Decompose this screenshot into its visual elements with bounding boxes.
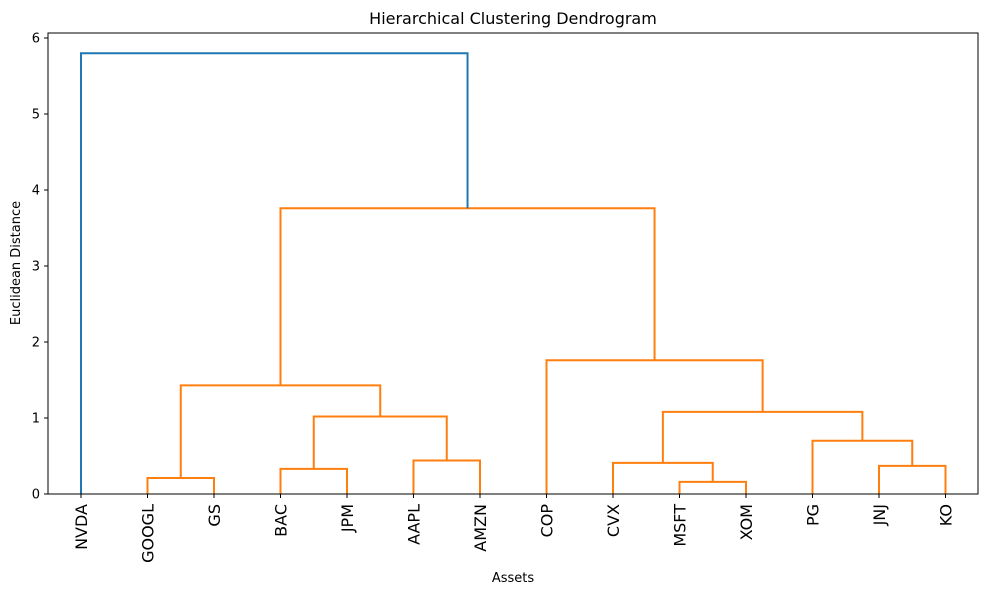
- dendrogram-links: [80, 52, 947, 494]
- dendrogram-link-12: [80, 52, 469, 494]
- plot-frame: [47, 32, 979, 495]
- leaf-label-aapl: AAPL: [405, 504, 424, 545]
- leaf-label-msft: MSFT: [671, 504, 690, 547]
- leaf-label-pg: PG: [804, 504, 823, 526]
- leaf-label-ko: KO: [937, 504, 956, 526]
- dendrogram-link-5: [678, 480, 747, 494]
- leaf-label-xom: XOM: [737, 504, 756, 540]
- leaf-label-jnj: JNJ: [870, 504, 889, 526]
- x-axis: NVDA GOOGL GS BAC JPM AAPL AMZN COP CVX MSFT XOM PG…: [72, 494, 956, 563]
- y-tick-label: 2: [32, 336, 40, 351]
- y-tick-label: 0: [32, 488, 40, 503]
- dendrogram-link-4: [179, 384, 382, 479]
- y-tick-label: 5: [32, 108, 40, 123]
- y-axis: 0 1 2 3 4 5 6: [32, 32, 48, 503]
- chart-title: Hierarchical Clustering Dendrogram: [369, 9, 657, 28]
- dendrogram-link-0: [146, 477, 215, 494]
- dendrogram-link-10: [545, 359, 764, 494]
- leaf-label-googl: GOOGL: [139, 504, 158, 563]
- y-tick-label: 1: [32, 412, 40, 427]
- dendrogram-link-6: [612, 461, 714, 494]
- x-axis-title: Assets: [492, 571, 535, 586]
- dendrogram-link-8: [811, 439, 914, 494]
- leaf-label-bac: BAC: [272, 504, 291, 537]
- leaf-label-jpm: JPM: [338, 504, 357, 533]
- y-tick-label: 4: [32, 184, 40, 199]
- y-axis-title: Euclidean Distance: [9, 201, 24, 325]
- y-tick-label: 6: [32, 32, 40, 47]
- y-tick-label: 3: [32, 260, 40, 275]
- leaf-label-nvda: NVDA: [72, 504, 91, 550]
- dendrogram-link-11: [279, 207, 656, 386]
- leaf-label-gs: GS: [205, 504, 224, 527]
- dendrogram-link-2: [412, 459, 481, 494]
- dendrogram-link-1: [279, 467, 348, 494]
- leaf-label-amzn: AMZN: [471, 504, 490, 552]
- dendrogram-link-7: [878, 464, 947, 494]
- leaf-label-cop: COP: [538, 504, 557, 538]
- dendrogram-link-9: [661, 410, 864, 463]
- leaf-label-cvx: CVX: [604, 504, 623, 537]
